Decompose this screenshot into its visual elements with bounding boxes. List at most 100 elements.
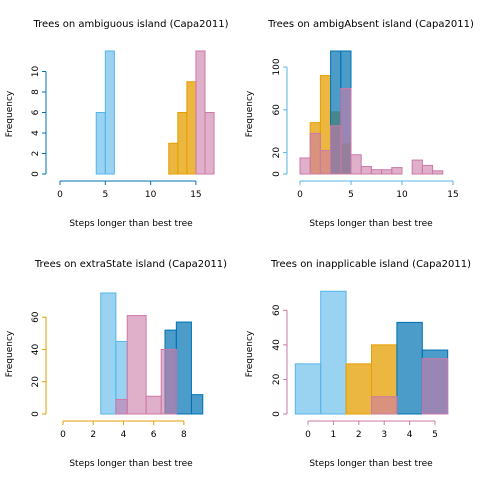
x-axis: 0 1 2 3 4 5 xyxy=(305,420,438,440)
y-tick-label: 20 xyxy=(272,373,282,385)
x-tick-label: 0 xyxy=(297,190,303,200)
y-tick-label: 20 xyxy=(31,376,41,388)
x-tick-label: 0 xyxy=(305,430,311,440)
y-axis: 0 20 40 60 xyxy=(272,304,288,417)
x-axis-label: Steps longer than best tree xyxy=(69,219,193,229)
y-tick-label: 20 xyxy=(272,147,282,159)
histogram-bar xyxy=(299,157,311,175)
histogram-bar xyxy=(391,167,403,175)
histogram-bar xyxy=(175,321,192,415)
x-axis: 0 5 10 15 xyxy=(297,180,459,200)
histogram-bar xyxy=(168,142,179,175)
histogram-bar xyxy=(360,166,372,175)
series-0 xyxy=(95,50,115,175)
x-tick-label: 3 xyxy=(381,430,387,440)
x-tick-label: 2 xyxy=(356,430,362,440)
x-tick-label: 15 xyxy=(447,190,458,200)
histogram-bar xyxy=(160,348,177,415)
x-tick-label: 8 xyxy=(181,430,187,440)
histogram-bar xyxy=(421,164,434,175)
histogram-bar xyxy=(370,169,383,175)
x-axis: 0 5 10 15 xyxy=(57,180,202,200)
x-tick-label: 6 xyxy=(151,430,157,440)
x-tick-label: 4 xyxy=(121,430,127,440)
panel-inapplicable: Trees on inapplicable island (Capa2011) … xyxy=(245,259,471,469)
histogram-bar xyxy=(177,112,188,175)
histogram-bar xyxy=(190,394,204,415)
x-tick-label: 2 xyxy=(90,430,96,440)
histogram-bar xyxy=(145,395,162,415)
y-axis-label: Frequency xyxy=(245,330,255,377)
y-tick-label: 0 xyxy=(272,171,282,177)
x-tick-label: 4 xyxy=(407,430,413,440)
y-axis: 0 20 40 60 xyxy=(31,311,47,417)
y-tick-label: 10 xyxy=(31,66,41,78)
histogram-bar xyxy=(381,169,393,175)
x-tick-label: 0 xyxy=(60,430,66,440)
y-axis: 0 2 4 6 8 10 xyxy=(31,66,47,177)
y-axis-label: Frequency xyxy=(5,90,15,137)
y-axis-label: Frequency xyxy=(5,330,15,377)
histogram-bar xyxy=(294,363,322,415)
y-tick-label: 60 xyxy=(31,311,41,323)
series-0 xyxy=(100,292,128,415)
x-axis-label: Steps longer than best tree xyxy=(69,459,193,469)
histogram-bar xyxy=(330,125,342,175)
histogram-bar xyxy=(350,154,362,175)
x-axis-label: Steps longer than best tree xyxy=(309,459,433,469)
y-tick-label: 4 xyxy=(31,130,41,136)
histogram-bar xyxy=(396,321,423,415)
histogram-bar xyxy=(421,358,449,415)
histogram-bar xyxy=(340,87,352,175)
panel-title: Trees on extraState island (Capa2011) xyxy=(34,259,227,270)
y-tick-label: 2 xyxy=(31,151,41,157)
histogram-bar xyxy=(371,396,398,415)
histogram-bar xyxy=(432,170,444,175)
y-tick-label: 8 xyxy=(31,89,41,95)
histogram-bar xyxy=(345,363,373,415)
series-0 xyxy=(294,290,347,415)
histogram-bar xyxy=(126,315,147,415)
histogram-bar xyxy=(195,50,206,175)
series-2 xyxy=(115,315,177,415)
panel-ambiguous: Trees on ambiguous island (Capa2011) Ste… xyxy=(5,19,229,229)
y-tick-label: 40 xyxy=(272,339,282,351)
x-tick-label: 0 xyxy=(57,190,63,200)
series-3 xyxy=(371,358,449,415)
y-tick-label: 0 xyxy=(31,171,41,177)
series-2 xyxy=(299,87,444,175)
y-axis: 0 20 60 100 xyxy=(272,58,288,177)
histogram-bar xyxy=(411,159,423,175)
x-axis: 0 2 4 6 8 xyxy=(60,420,187,440)
x-tick-label: 5 xyxy=(432,430,438,440)
histogram-bar xyxy=(115,398,128,415)
panel-extraState: Trees on extraState island (Capa2011) St… xyxy=(5,259,227,469)
histogram-bar xyxy=(100,292,117,415)
histogram-bar xyxy=(104,50,115,175)
y-tick-label: 0 xyxy=(31,411,41,417)
histogram-bar xyxy=(309,132,321,175)
x-tick-label: 15 xyxy=(190,190,201,200)
y-tick-label: 0 xyxy=(272,411,282,417)
x-tick-label: 5 xyxy=(102,190,108,200)
series-2 xyxy=(195,50,215,175)
y-axis-label: Frequency xyxy=(245,90,255,137)
panel-title: Trees on ambigAbsent island (Capa2011) xyxy=(267,19,474,30)
x-tick-label: 1 xyxy=(331,430,337,440)
y-tick-label: 60 xyxy=(272,104,282,116)
histogram-bar xyxy=(95,112,106,175)
histogram-bar xyxy=(186,81,197,175)
x-tick-label: 5 xyxy=(348,190,354,200)
y-tick-label: 40 xyxy=(31,343,41,355)
histogram-bar xyxy=(204,112,215,175)
panel-title: Trees on ambiguous island (Capa2011) xyxy=(33,19,229,30)
histogram-bar xyxy=(320,290,347,415)
x-tick-label: 10 xyxy=(396,190,408,200)
y-tick-label: 60 xyxy=(272,304,282,316)
panel-ambigAbsent: Trees on ambigAbsent island (Capa2011) S… xyxy=(245,19,474,229)
panel-title: Trees on inapplicable island (Capa2011) xyxy=(270,259,471,270)
x-axis-label: Steps longer than best tree xyxy=(309,219,433,229)
y-tick-label: 6 xyxy=(31,109,41,115)
histogram-bar xyxy=(319,149,332,175)
